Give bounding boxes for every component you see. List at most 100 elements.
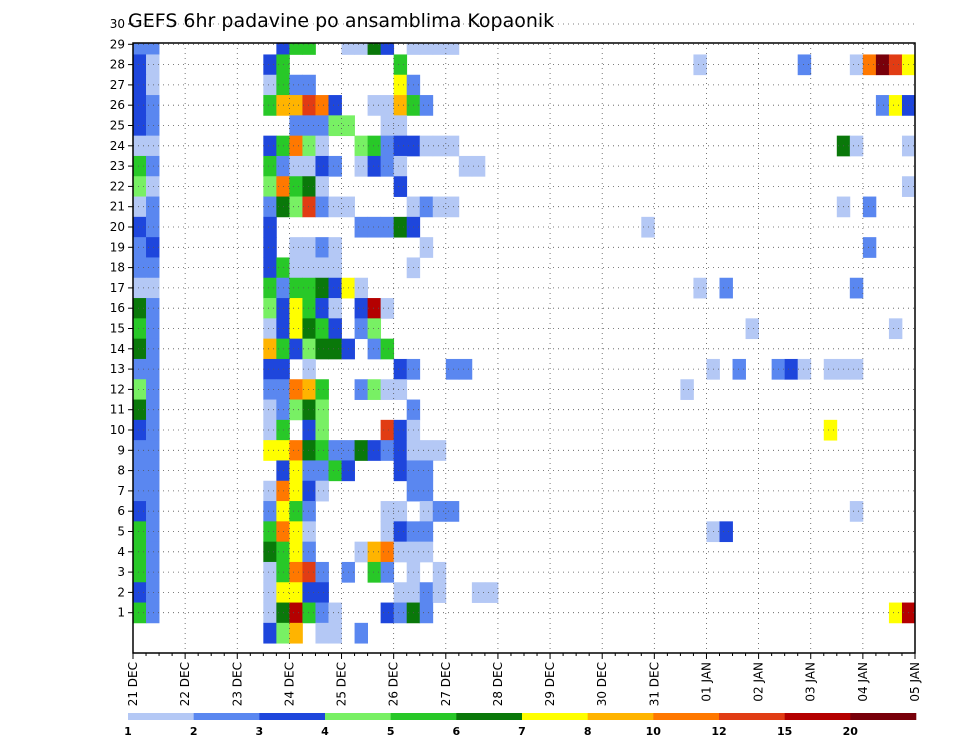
heatmap-cell <box>849 358 864 380</box>
y-tick-label: 7 <box>117 484 125 498</box>
heatmap-cell <box>302 338 316 360</box>
heatmap-cell <box>458 155 473 177</box>
heatmap-cell <box>419 440 434 461</box>
heatmap-cell <box>302 358 316 380</box>
heatmap-cell <box>380 115 395 137</box>
heatmap-cell <box>276 622 290 644</box>
heatmap-cell <box>146 115 160 137</box>
heatmap-cell <box>289 237 303 258</box>
heatmap-cell <box>302 95 316 116</box>
heatmap-cell <box>328 115 342 137</box>
heatmap-cell <box>380 338 395 360</box>
plot-frame <box>132 42 916 654</box>
legend-label: 1 <box>124 725 132 738</box>
heatmap-cell <box>289 277 303 299</box>
heatmap-cell <box>133 196 147 218</box>
heatmap-cell <box>849 501 864 522</box>
heatmap-cell <box>289 440 303 461</box>
heatmap-cell <box>133 521 147 543</box>
y-tick-label: 17 <box>110 281 125 295</box>
heatmap-cell <box>315 460 329 482</box>
heatmap-cell <box>263 561 277 583</box>
heatmap-cell <box>328 318 342 340</box>
heatmap-cell <box>133 561 147 583</box>
y-tick-label: 16 <box>110 301 125 315</box>
heatmap-cell <box>367 216 382 238</box>
heatmap-cell <box>315 318 329 340</box>
heatmap-cell <box>315 561 329 583</box>
heatmap-cell <box>146 561 160 583</box>
heatmap-cell <box>354 622 368 644</box>
x-tick-label: 04 JAN <box>856 662 870 702</box>
heatmap-cell <box>367 95 382 116</box>
heatmap-cell <box>367 135 382 157</box>
heatmap-cell <box>315 399 329 421</box>
y-tick-label: 13 <box>110 362 125 376</box>
heatmap-cell <box>133 541 147 563</box>
heatmap-cell <box>328 602 342 624</box>
heatmap-cell <box>146 602 160 624</box>
heatmap-cell <box>432 43 447 55</box>
heatmap-cell <box>133 95 147 116</box>
heatmap-cell <box>289 298 303 319</box>
heatmap-cell <box>875 54 890 76</box>
heatmap-cell <box>328 257 342 279</box>
heatmap-cell <box>133 237 147 258</box>
y-tick-label: 12 <box>110 382 125 396</box>
heatmap-cell <box>445 43 460 55</box>
heatmap-cell <box>328 196 342 218</box>
heatmap-cell <box>380 419 395 441</box>
heatmap-cell <box>146 176 160 197</box>
legend: 1 2 3 4 5 6 7 8 10 12 15 20 <box>124 713 917 738</box>
heatmap-cell <box>302 419 316 441</box>
legend-swatch <box>456 713 523 720</box>
y-tick-label: 21 <box>110 200 125 214</box>
legend-label: 5 <box>387 725 395 738</box>
heatmap-cell <box>289 155 303 177</box>
heatmap-cell <box>133 419 147 441</box>
heatmap-cell <box>289 338 303 360</box>
heatmap-cell <box>133 358 147 380</box>
heatmap-cell <box>393 135 408 157</box>
heatmap-cell <box>146 216 160 238</box>
heatmap-cell <box>393 521 408 543</box>
y-tick-label: 6 <box>117 504 125 518</box>
heatmap-cell <box>302 379 316 400</box>
heatmap-cell <box>719 521 733 543</box>
y-axis: 1234567891011121314151617181920212223242… <box>110 17 133 620</box>
legend-swatch <box>128 713 194 720</box>
heatmap-cell <box>393 582 408 603</box>
heatmap-cell <box>263 358 277 380</box>
heatmap-cell <box>380 379 395 400</box>
legend-swatch <box>784 713 851 720</box>
legend-swatch <box>390 713 457 720</box>
heatmap-cell <box>263 135 277 157</box>
heatmap-cell <box>354 43 368 55</box>
heatmap-cell <box>367 561 382 583</box>
heatmap-cell <box>133 54 147 76</box>
heatmap-cell <box>133 582 147 603</box>
heatmap-cell <box>354 541 368 563</box>
heatmap-cell <box>302 440 316 461</box>
heatmap-cell <box>289 257 303 279</box>
legend-swatch <box>522 713 588 720</box>
heatmap-cell <box>263 318 277 340</box>
heatmap-cell <box>133 379 147 400</box>
heatmap-cell <box>263 257 277 279</box>
heatmap-cell <box>393 155 408 177</box>
heatmap-cell <box>419 480 434 502</box>
x-tick-label: 31 DEC <box>647 662 661 706</box>
heatmap-cell <box>367 338 382 360</box>
y-tick-label: 23 <box>110 159 125 173</box>
heatmap-cell <box>146 74 160 96</box>
heatmap-cell <box>146 318 160 340</box>
legend-swatch <box>719 713 785 720</box>
heatmap-cell <box>445 358 460 380</box>
legend-swatch <box>259 713 326 720</box>
heatmap-cell <box>289 135 303 157</box>
heatmap-cell <box>302 277 316 299</box>
x-axis: 21 DEC 22 DEC 23 DEC 24 DEC 25 DEC 26 DEC 27 D… <box>126 653 922 706</box>
heatmap-cell <box>732 358 746 380</box>
heatmap-cell <box>719 277 733 299</box>
heatmap-cell <box>133 399 147 421</box>
